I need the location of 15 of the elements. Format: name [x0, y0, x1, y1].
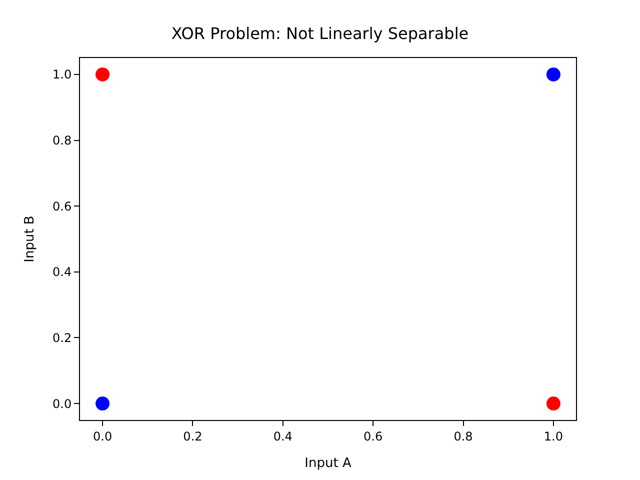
x-tick-label: 0.6 — [364, 429, 383, 444]
chart-title: XOR Problem: Not Linearly Separable — [171, 24, 469, 44]
y-tick-label: 0.4 — [52, 265, 72, 280]
y-tick-label: 0.2 — [52, 330, 72, 345]
y-tick-label: 1.0 — [52, 68, 72, 82]
y-axis-title: Input B — [22, 216, 38, 262]
x-tick-label: 1.0 — [544, 429, 563, 444]
y-tick-label: 0.8 — [52, 133, 72, 148]
y-tick-label: 0.0 — [52, 396, 72, 411]
x-tick-label: 0.8 — [454, 429, 473, 444]
x-tick-label: 0.0 — [93, 429, 112, 444]
x-axis-title: Input A — [304, 456, 352, 471]
x-tick-label: 0.4 — [273, 429, 292, 444]
y-tick-label: 0.6 — [52, 199, 72, 214]
x-tick-label: 0.2 — [183, 429, 202, 444]
